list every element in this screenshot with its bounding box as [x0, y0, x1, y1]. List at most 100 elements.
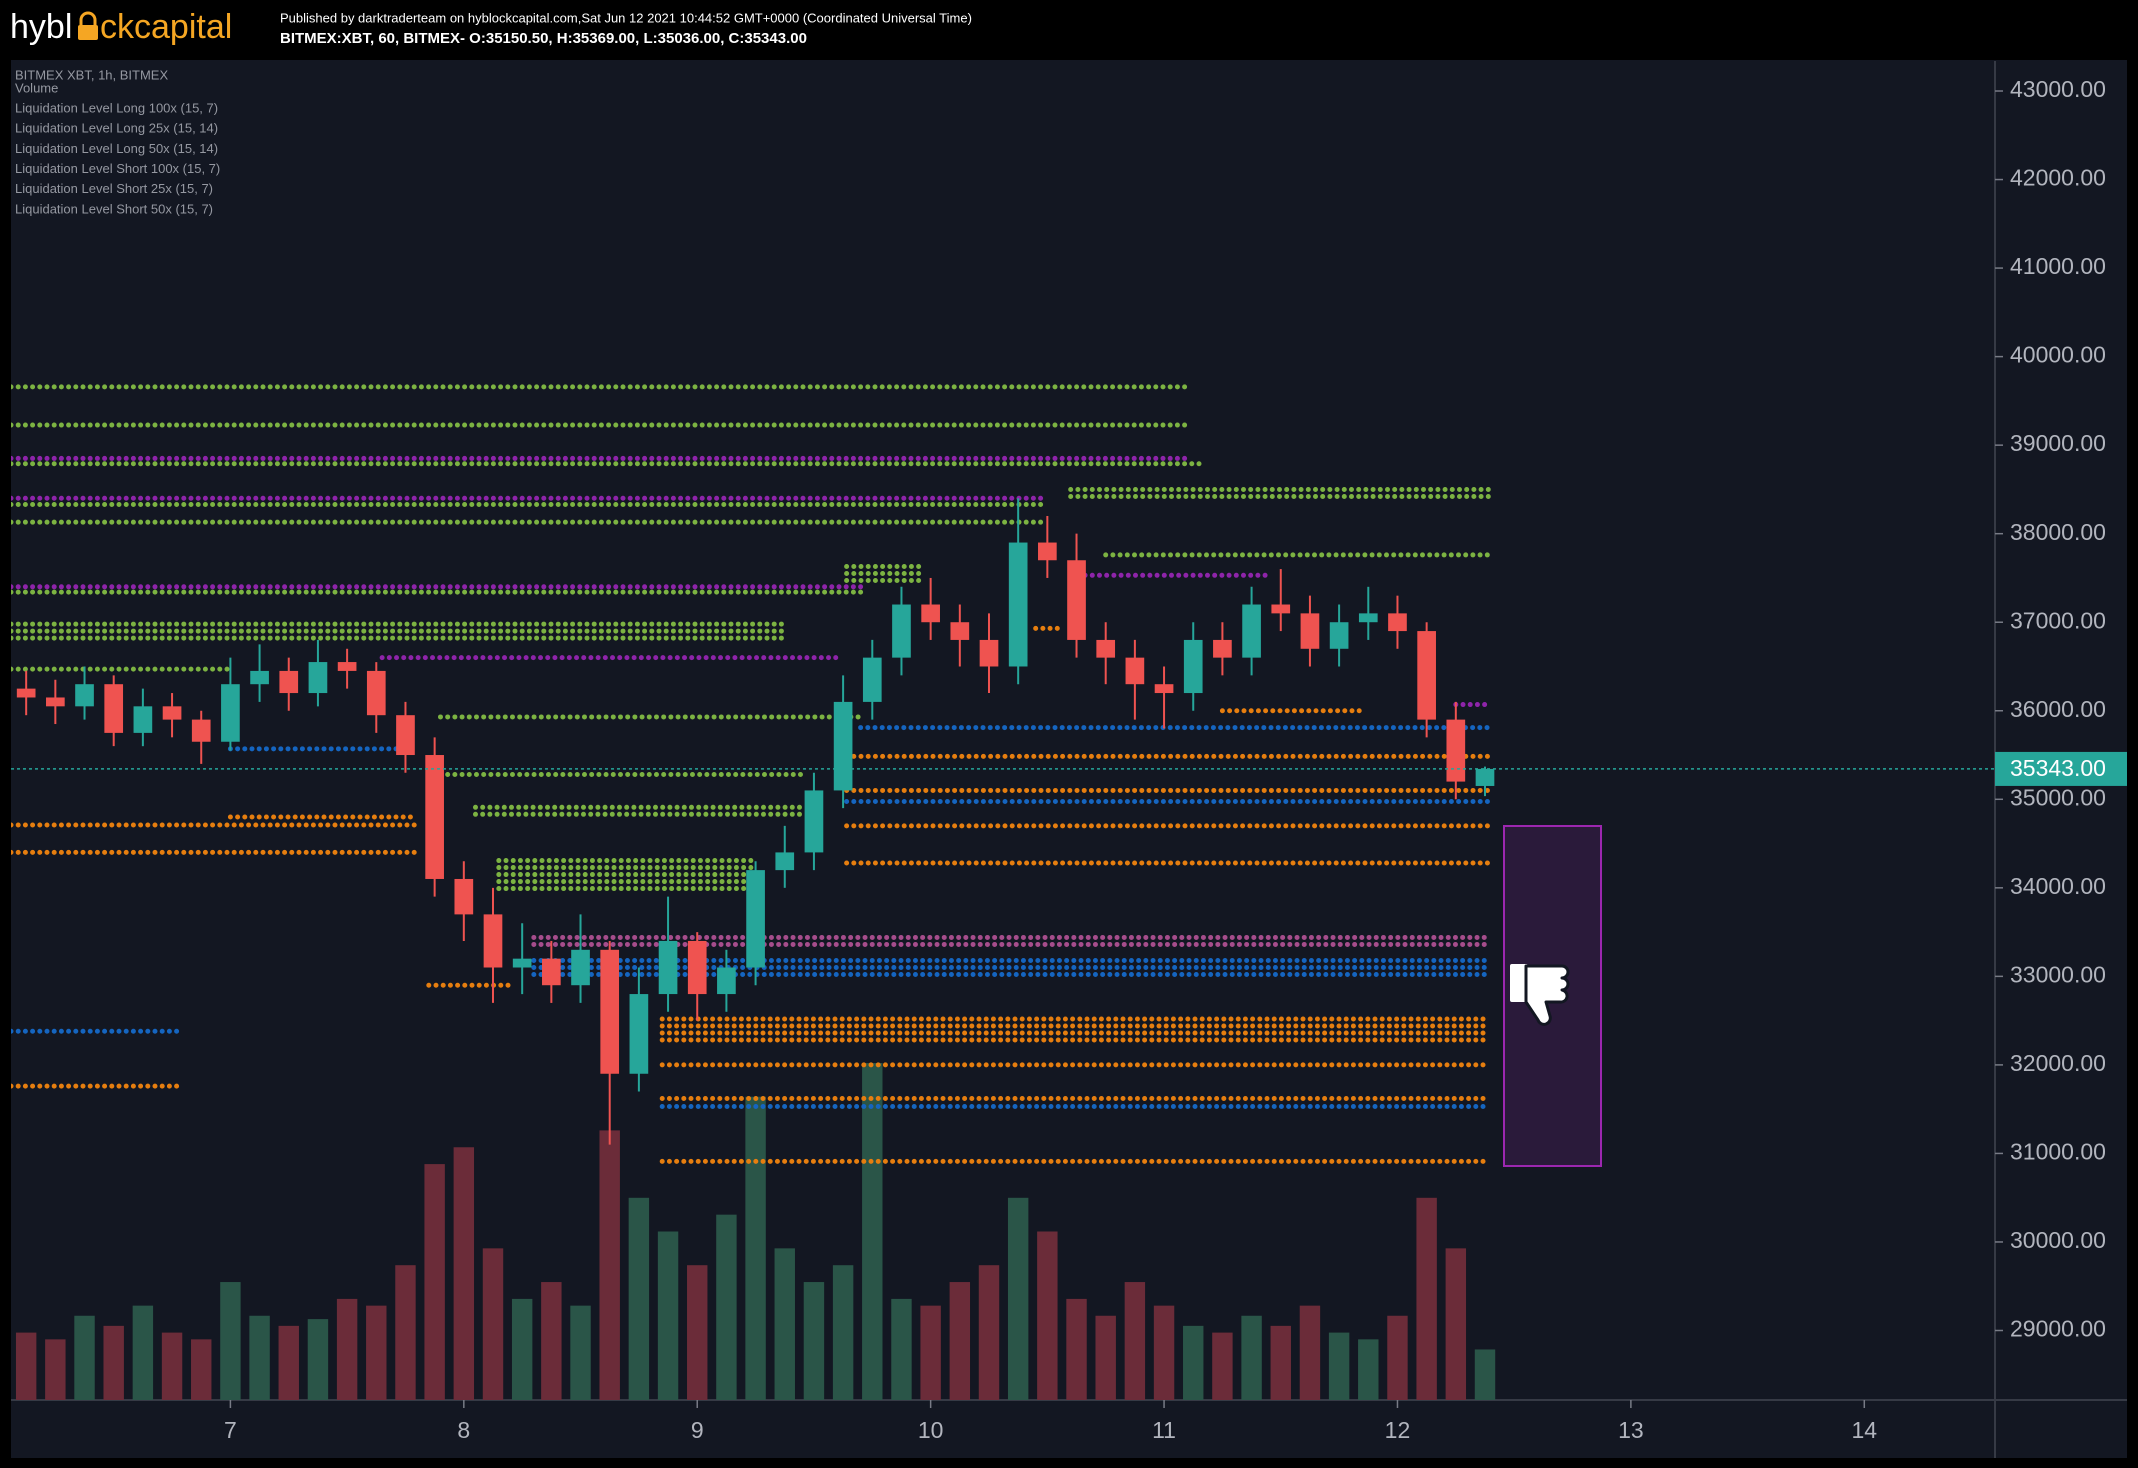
volume-bar [920, 1305, 941, 1400]
legend-entry: Liquidation Level Short 100x (15, 7) [15, 161, 220, 176]
y-tick-label: 39000.00 [2010, 430, 2106, 456]
symbol-line: BITMEX:XBT, 60, BITMEX- O:35150.50, H:35… [280, 30, 807, 47]
legend-entry: Liquidation Level Short 50x (15, 7) [15, 201, 213, 216]
y-tick-label: 41000.00 [2010, 253, 2106, 279]
candle-body [1067, 560, 1086, 640]
candle-body [250, 670, 269, 685]
volume-bar [220, 1282, 241, 1400]
legend-entry: Liquidation Level Long 50x (15, 14) [15, 141, 218, 156]
candle-body [600, 949, 620, 1074]
volume-bar [1299, 1305, 1321, 1400]
candle-body [1242, 604, 1261, 658]
volume-bar [716, 1214, 737, 1400]
x-tick-label: 12 [1385, 1417, 1411, 1443]
volume-bar [1007, 1197, 1029, 1400]
last-price-box [1995, 751, 2127, 786]
legend-entry: Liquidation Level Long 100x (15, 7) [15, 100, 218, 115]
candle-body [337, 662, 357, 671]
logo-lock [78, 11, 98, 40]
candle-body [46, 697, 65, 707]
candle-body [717, 967, 736, 995]
y-tick-label: 33000.00 [2010, 961, 2106, 987]
volume-bar [1095, 1315, 1116, 1400]
volume-bar [74, 1315, 95, 1400]
candle-body [950, 622, 970, 640]
y-tick-label: 35000.00 [2010, 784, 2106, 810]
volume-bar [949, 1282, 971, 1400]
volume-bar [103, 1325, 124, 1400]
volume-bar [1328, 1332, 1350, 1400]
candle-body [746, 870, 765, 968]
volume-bar [891, 1298, 912, 1400]
y-tick-label: 32000.00 [2010, 1050, 2106, 1076]
volume-bar [1212, 1332, 1233, 1400]
candle-body [571, 949, 590, 986]
candle-body [366, 670, 386, 716]
candle-body [775, 852, 795, 871]
volume-bar [570, 1305, 591, 1400]
candle-body [687, 940, 707, 995]
volume-bar [424, 1164, 445, 1400]
candle-body [454, 878, 474, 915]
candle-body [162, 706, 182, 720]
candle-body [833, 701, 853, 791]
published-text: Published by darktraderteam on hyblockca… [280, 10, 972, 25]
candle-body [1154, 684, 1174, 694]
candle-body [221, 684, 240, 742]
logo-right: ckcapital [100, 8, 232, 46]
x-tick-label: 8 [457, 1417, 470, 1443]
candle-body [1213, 639, 1232, 658]
y-tick-label: 37000.00 [2010, 607, 2106, 633]
y-tick-label: 36000.00 [2010, 696, 2106, 722]
volume-bar [336, 1298, 358, 1400]
volume-bar [1270, 1325, 1291, 1400]
volume-bar [1416, 1197, 1437, 1400]
candle-body [16, 688, 36, 698]
candle-body [629, 994, 649, 1074]
volume-bar [657, 1231, 679, 1400]
logo: hybl ckcapital [10, 8, 232, 46]
volume-bar [395, 1265, 416, 1400]
volume-bar [1037, 1231, 1058, 1400]
candle-body [191, 719, 211, 742]
chart-panel [11, 60, 2127, 1458]
volume-bar [132, 1305, 154, 1400]
candle-body [542, 958, 561, 986]
volume-bar [161, 1332, 183, 1400]
volume-bar [774, 1248, 795, 1400]
candle-body [308, 662, 328, 694]
volume-bar [1066, 1298, 1087, 1400]
candle-body [1475, 768, 1495, 786]
candle-body [1388, 613, 1407, 632]
volume-bar [1358, 1339, 1379, 1400]
volume-bar [45, 1339, 66, 1400]
volume-bar [1183, 1325, 1204, 1400]
volume-bar [1474, 1349, 1496, 1400]
candle-body [979, 639, 999, 667]
y-tick-label: 29000.00 [2010, 1316, 2106, 1342]
logo-left: hybl [10, 8, 72, 46]
volume-bar [511, 1298, 533, 1400]
sentiment-box [1503, 825, 1602, 1167]
volume-bar [803, 1282, 825, 1400]
last-price-label: 35343.00 [2010, 755, 2106, 781]
volume-bar [1387, 1315, 1408, 1400]
volume-bar [307, 1319, 329, 1400]
x-tick-label: 7 [224, 1417, 237, 1443]
y-tick-label: 34000.00 [2010, 873, 2106, 899]
y-tick-label: 30000.00 [2010, 1227, 2106, 1253]
x-tick-label: 13 [1618, 1417, 1644, 1443]
candle-body [396, 715, 415, 756]
candle-body [1417, 631, 1436, 720]
volume-bar [1241, 1315, 1262, 1400]
candle-body [862, 657, 882, 702]
volume-bar [978, 1265, 1000, 1400]
y-tick-label: 42000.00 [2010, 165, 2106, 191]
candle-body [1125, 657, 1145, 685]
volume-bar [278, 1325, 299, 1400]
volume-bar [366, 1305, 387, 1400]
legend-entry: Liquidation Level Long 25x (15, 14) [15, 121, 218, 136]
volume-bar [15, 1332, 37, 1400]
